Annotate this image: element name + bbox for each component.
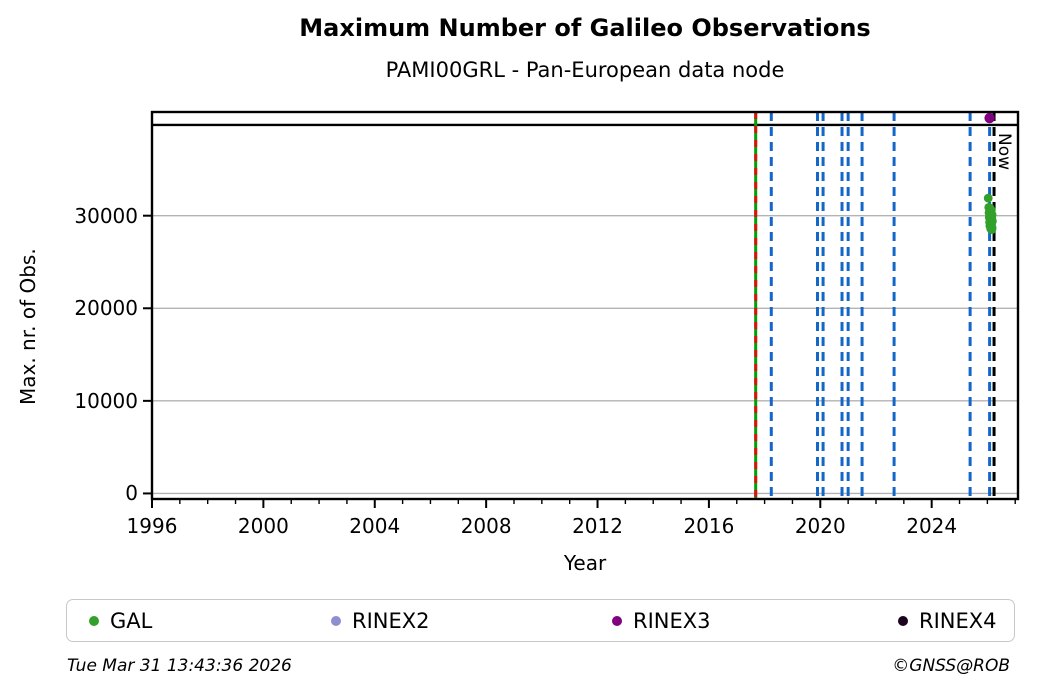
data-point-rinex3 (984, 112, 995, 124)
data-point-gal (987, 223, 997, 233)
y-tick-label: 30000 (74, 203, 138, 228)
legend-item-gal: GAL (89, 600, 152, 641)
data-point-gal (983, 193, 993, 203)
y-tick-label: 0 (125, 481, 138, 506)
y-tick-label: 10000 (74, 388, 138, 413)
chart-subtitle: PAMI00GRL - Pan-European data node (385, 58, 785, 82)
legend-label: RINEX4 (919, 608, 997, 633)
credit: ©GNSS@ROB (892, 656, 1010, 676)
legend-marker-icon (89, 615, 99, 626)
legend-label: RINEX2 (352, 608, 430, 633)
x-axis-label: Year (563, 551, 607, 575)
x-tick-label: 2020 (794, 514, 846, 538)
legend-label: RINEX3 (633, 608, 711, 633)
x-tick-label: 2000 (237, 514, 289, 538)
x-tick-label: 2004 (349, 514, 401, 538)
timestamp: Tue Mar 31 13:43:36 2026 (67, 656, 292, 676)
y-tick-label: 20000 (74, 296, 138, 321)
legend-marker-icon (612, 615, 622, 626)
legend-item-rinex3: RINEX3 (612, 600, 711, 641)
data-point-gal (987, 216, 997, 226)
legend-marker-icon (331, 615, 341, 626)
x-tick-label: 2012 (572, 514, 623, 538)
x-tick-label: 2016 (683, 514, 735, 538)
x-tick-label: 1996 (126, 514, 178, 538)
legend-item-rinex4: RINEX4 (898, 600, 997, 641)
legend-label: GAL (110, 608, 153, 633)
legend: GAL RINEX2 RINEX3 RINEX4 (66, 599, 1015, 642)
chart-title: Maximum Number of Galileo Observations (299, 14, 871, 42)
now-label: Now (994, 133, 1014, 171)
x-tick-label: 2024 (906, 514, 958, 538)
legend-marker-icon (898, 615, 908, 626)
data-point-gal (987, 210, 997, 220)
plot-border (150, 110, 1020, 501)
x-tick-label: 2008 (460, 514, 512, 538)
legend-item-rinex2: RINEX2 (331, 600, 430, 641)
